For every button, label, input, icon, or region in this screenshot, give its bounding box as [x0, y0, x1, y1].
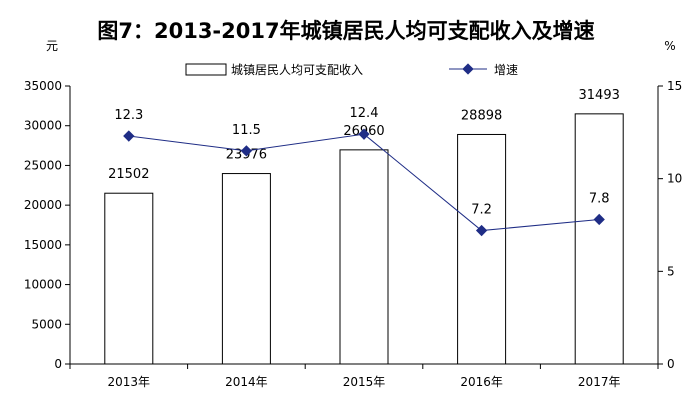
legend-bar-swatch — [185, 63, 227, 76]
growth-point — [475, 224, 488, 237]
income-bar — [339, 149, 389, 365]
left-tick-label: 5000 — [31, 317, 62, 331]
right-tick-label: 10 — [667, 172, 682, 186]
legend: 城镇居民人均可支配收入 增速 — [185, 63, 518, 77]
right-axis-unit: % — [664, 39, 675, 53]
chart-title: 图7：2013-2017年城镇居民人均可支配收入及增速 — [97, 19, 594, 43]
growth-point — [240, 145, 253, 157]
left-tick-label: 20000 — [24, 198, 62, 212]
growth-point-label: 11.5 — [232, 123, 261, 138]
x-tick-label: 2013年 — [108, 375, 151, 389]
income-bar — [221, 173, 271, 365]
axes: 0 5000 10000 15000 20000 25000 30000 35000 0 5 10 1… — [24, 79, 682, 389]
income-bar-label: 31493 — [579, 88, 620, 103]
growth-point-label: 7.8 — [589, 191, 610, 206]
growth-point-label: 12.4 — [350, 106, 379, 121]
right-tick-label: 0 — [667, 357, 675, 371]
x-tick-label: 2016年 — [460, 375, 503, 389]
right-tick-label: 5 — [667, 264, 675, 278]
income-bar — [104, 192, 154, 365]
x-tick-label: 2015年 — [343, 375, 386, 389]
left-tick-label: 0 — [54, 357, 62, 371]
growth-point — [593, 213, 605, 226]
income-bar — [457, 133, 507, 365]
growth-point-label: 12.3 — [114, 108, 143, 123]
left-tick-label: 30000 — [24, 119, 62, 133]
income-bar — [574, 113, 624, 365]
legend-line-label: 增速 — [494, 63, 518, 77]
legend-line-marker — [462, 63, 474, 75]
left-tick-label: 35000 — [24, 79, 62, 93]
growth-point — [358, 128, 370, 140]
right-tick-label: 15 — [667, 79, 682, 93]
income-bar-label: 21502 — [108, 167, 149, 182]
left-axis-unit: 元 — [46, 39, 58, 53]
left-tick-label: 25000 — [24, 158, 62, 172]
bars: 2150223976269602889831493 — [104, 88, 624, 365]
growth-point-label: 7.2 — [471, 203, 492, 218]
left-tick-label: 10000 — [24, 278, 62, 292]
income-bar-label: 28898 — [461, 108, 502, 123]
x-tick-label: 2017年 — [578, 375, 621, 389]
x-tick-label: 2014年 — [225, 375, 268, 389]
growth-line-series: 12.3 11.5 12.4 7.2 7.8 — [114, 106, 610, 237]
left-tick-label: 15000 — [24, 238, 62, 252]
growth-point — [123, 130, 135, 142]
legend-bar-label: 城镇居民人均可支配收入 — [231, 63, 363, 77]
